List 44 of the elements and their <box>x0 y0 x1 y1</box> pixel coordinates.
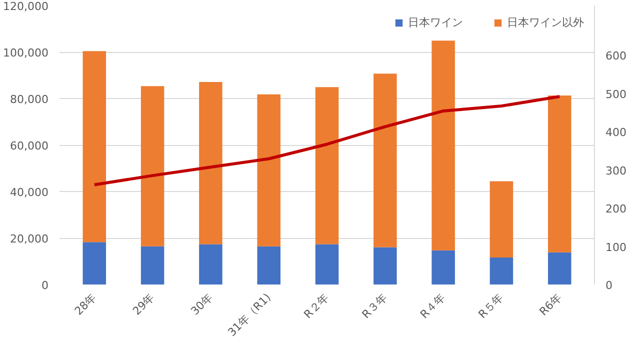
bar <box>432 40 455 250</box>
bar <box>82 51 106 242</box>
x-tick-label: R３年 <box>360 290 390 322</box>
x-tick-label: R２年 <box>301 290 332 322</box>
bar <box>257 246 280 284</box>
y-tick-label: 0 <box>42 279 48 292</box>
x-tick-label: 28年 <box>72 290 99 318</box>
legend-label: 日本ワイン以外 <box>507 15 584 30</box>
bar <box>432 250 455 284</box>
y-tick-label: 20,000 <box>10 232 49 246</box>
bar <box>548 95 572 252</box>
y-tick-label: 80,000 <box>10 93 49 106</box>
y2-tick-label: 200 <box>606 202 626 216</box>
bar <box>315 87 339 244</box>
bar <box>140 86 164 246</box>
x-tick-label: R6年 <box>536 290 564 318</box>
y2-tick-label: 400 <box>606 126 626 140</box>
y2-tick-label: 300 <box>606 164 626 178</box>
x-tick-label: 29年 <box>130 290 158 318</box>
bar <box>315 244 339 284</box>
x-tick-label: 31年（R1) <box>225 290 274 339</box>
y2-tick-label: 0 <box>606 279 612 292</box>
y-tick-label: 120,000 <box>3 0 49 13</box>
y2-tick-label: 600 <box>606 50 626 63</box>
y-tick-label: 60,000 <box>10 140 49 152</box>
bar <box>490 258 514 284</box>
bar <box>199 82 222 244</box>
bar <box>199 244 222 284</box>
bar <box>140 246 164 284</box>
y2-tick-label: 100 <box>606 240 626 254</box>
bar <box>374 247 397 284</box>
y-tick-label: 40,000 <box>10 186 49 199</box>
x-tick-label: R５年 <box>476 290 506 322</box>
bar <box>257 94 280 246</box>
legend-label: 日本ワイン <box>408 15 463 30</box>
bar <box>82 242 106 284</box>
x-tick-label: 30年 <box>188 290 216 318</box>
line-series <box>92 94 562 186</box>
bar <box>548 252 572 284</box>
x-tick-label: R４年 <box>418 290 448 322</box>
bar <box>490 181 514 258</box>
bar <box>374 74 397 248</box>
y2-tick-label: 500 <box>606 88 626 101</box>
y-tick-label: 100,000 <box>3 46 49 60</box>
